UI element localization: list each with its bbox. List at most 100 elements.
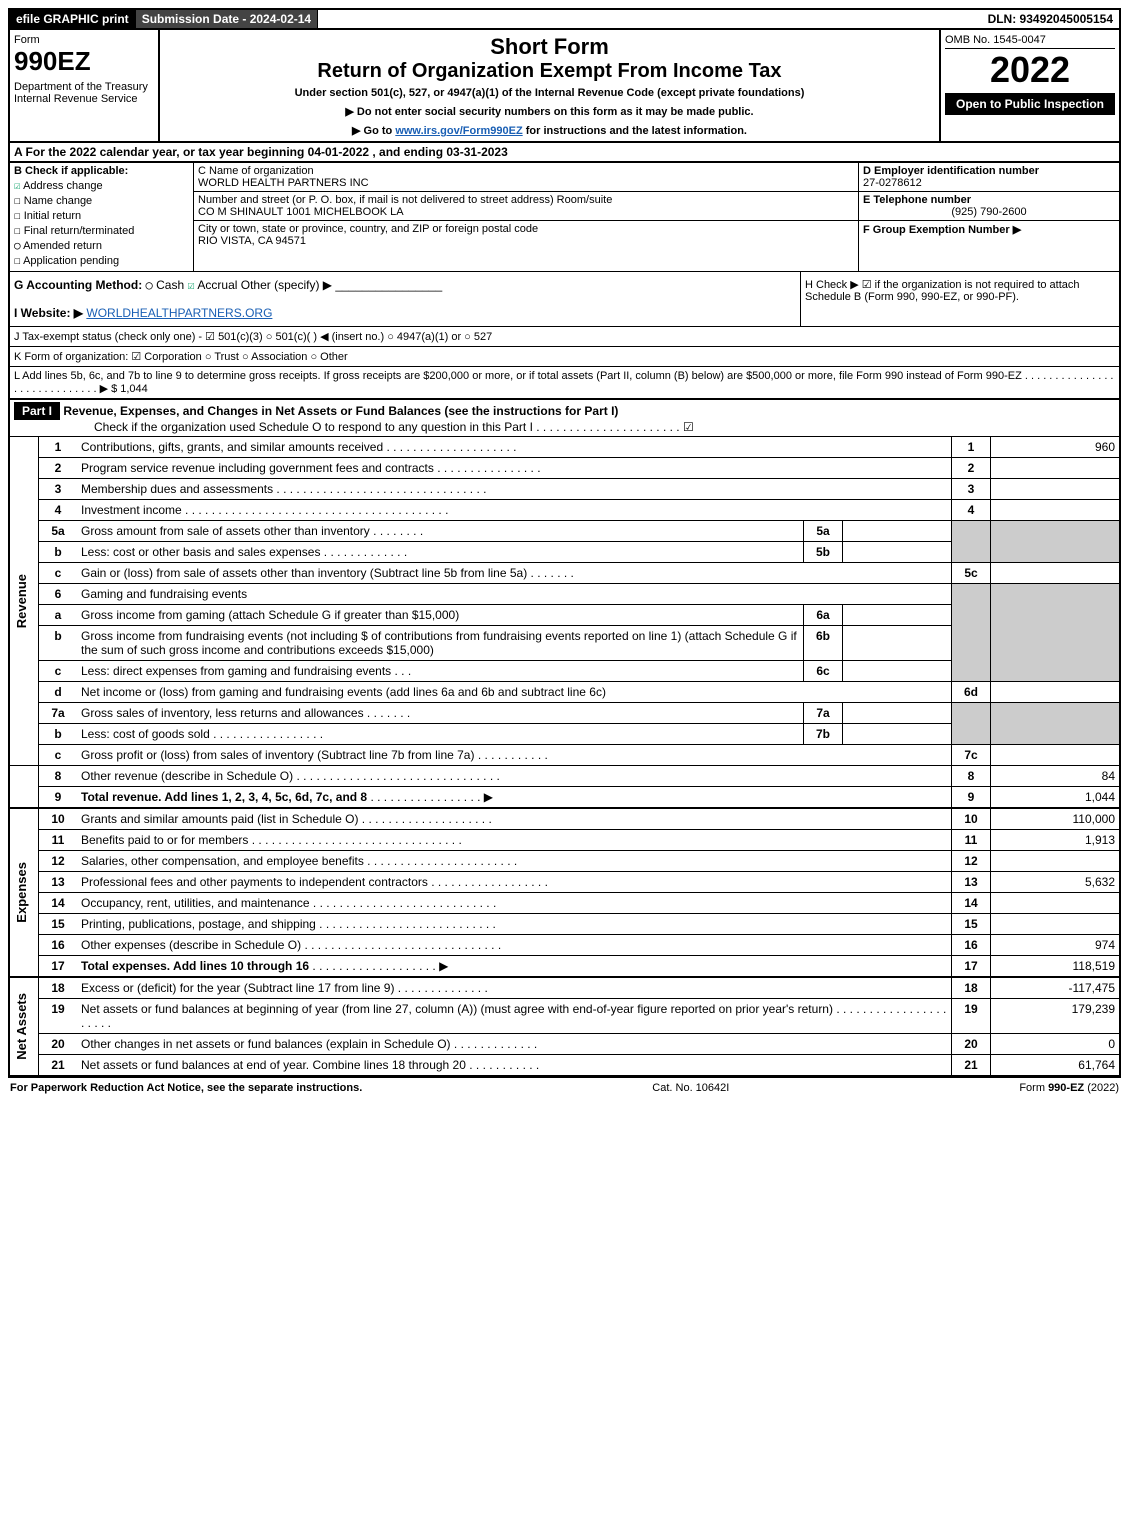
street-label: Number and street (or P. O. box, if mail… (198, 194, 612, 206)
i-label: I Website: ▶ (14, 306, 83, 320)
d-label: D Employer identification number (863, 165, 1039, 177)
form-header: Form 990EZ Department of the Treasury In… (8, 30, 1121, 143)
side-expenses: Expenses (9, 808, 39, 977)
tax-year: 2022 (945, 49, 1115, 91)
entity-right: D Employer identification number 27-0278… (858, 163, 1119, 271)
section-g: G Accounting Method: Cash Accrual Other … (10, 272, 801, 326)
subamt-5a (843, 521, 952, 542)
lines-table: Revenue 1 Contributions, gifts, grants, … (8, 437, 1121, 1076)
part1-title: Revenue, Expenses, and Changes in Net As… (63, 404, 618, 418)
amt-20: 0 (991, 1034, 1121, 1055)
chk-name-change[interactable]: Name change (14, 194, 189, 207)
footer-left: For Paperwork Reduction Act Notice, see … (10, 1082, 362, 1094)
ein-cell: D Employer identification number 27-0278… (859, 163, 1119, 192)
section-b-title: B Check if applicable: (14, 165, 189, 177)
return-title: Return of Organization Exempt From Incom… (164, 60, 935, 83)
g-accrual-radio[interactable] (187, 278, 194, 292)
street-cell: Number and street (or P. O. box, if mail… (194, 192, 858, 221)
ein-value: 27-0278612 (863, 177, 922, 189)
g-label: G Accounting Method: (14, 278, 142, 292)
chk-application-pending[interactable]: Application pending (14, 254, 189, 267)
header-left: Form 990EZ Department of the Treasury In… (10, 30, 160, 141)
amt-7c (991, 745, 1121, 766)
amt-8: 84 (991, 766, 1121, 787)
phone-cell: E Telephone number (925) 790-2600 (859, 192, 1119, 221)
entity-center: C Name of organization WORLD HEALTH PART… (194, 163, 858, 271)
amt-2 (991, 458, 1121, 479)
city-cell: City or town, state or province, country… (194, 221, 858, 249)
amt-5c (991, 563, 1121, 584)
section-j: J Tax-exempt status (check only one) - ☑… (8, 327, 1121, 347)
short-form-title: Short Form (164, 34, 935, 60)
amt-19: 179,239 (991, 999, 1121, 1034)
org-name-cell: C Name of organization WORLD HEALTH PART… (194, 163, 858, 192)
amt-18: -117,475 (991, 977, 1121, 999)
section-h: H Check ▶ ☑ if the organization is not r… (801, 272, 1119, 326)
side-revenue: Revenue (9, 437, 39, 766)
form-label: Form (14, 34, 154, 46)
subamt-7a (843, 703, 952, 724)
amt-17: 118,519 (991, 956, 1121, 978)
dln-label: DLN: 93492045005154 (982, 10, 1119, 28)
form-number: 990EZ (14, 46, 154, 77)
subamt-7b (843, 724, 952, 745)
chk-amended-return[interactable]: Amended return (14, 239, 189, 252)
efile-label[interactable]: efile GRAPHIC print (10, 10, 136, 28)
chk-final-return[interactable]: Final return/terminated (14, 224, 189, 237)
g-cash-radio[interactable] (146, 278, 153, 292)
amt-1: 960 (991, 437, 1121, 458)
g-other: Other (specify) ▶ (241, 278, 332, 292)
gh-row: G Accounting Method: Cash Accrual Other … (8, 271, 1121, 327)
amt-21: 61,764 (991, 1055, 1121, 1076)
city-label: City or town, state or province, country… (198, 223, 538, 235)
subamt-6b (843, 626, 952, 661)
header-center: Short Form Return of Organization Exempt… (160, 30, 941, 141)
subamt-6a (843, 605, 952, 626)
submission-date: Submission Date - 2024-02-14 (136, 10, 318, 28)
e-label: E Telephone number (863, 194, 971, 206)
irs-link[interactable]: www.irs.gov/Form990EZ (395, 125, 522, 137)
part1-check-note: Check if the organization used Schedule … (94, 420, 694, 434)
footer-center: Cat. No. 10642I (652, 1082, 729, 1094)
phone-value: (925) 790-2600 (863, 206, 1115, 218)
c-label: C Name of organization (198, 165, 314, 177)
subamt-6c (843, 661, 952, 682)
omb-number: OMB No. 1545-0047 (945, 34, 1115, 49)
under-section: Under section 501(c), 527, or 4947(a)(1)… (164, 87, 935, 99)
side-net-assets: Net Assets (9, 977, 39, 1076)
amt-16: 974 (991, 935, 1121, 956)
street-value: CO M SHINAULT 1001 MICHELBOOK LA (198, 206, 404, 218)
footer-right: Form 990-EZ (2022) (1019, 1082, 1119, 1094)
amt-6d (991, 682, 1121, 703)
city-value: RIO VISTA, CA 94571 (198, 235, 306, 247)
amt-13: 5,632 (991, 872, 1121, 893)
section-a: A For the 2022 calendar year, or tax yea… (8, 143, 1121, 163)
top-bar: efile GRAPHIC print Submission Date - 20… (8, 8, 1121, 30)
org-name: WORLD HEALTH PARTNERS INC (198, 177, 369, 189)
amt-15 (991, 914, 1121, 935)
section-k: K Form of organization: ☑ Corporation ○ … (8, 347, 1121, 367)
entity-block: B Check if applicable: Address change Na… (8, 163, 1121, 271)
section-l: L Add lines 5b, 6c, and 7b to line 9 to … (8, 367, 1121, 400)
dept-label: Department of the Treasury Internal Reve… (14, 81, 154, 105)
amt-10: 110,000 (991, 808, 1121, 830)
goto-instructions: ▶ Go to www.irs.gov/Form990EZ for instru… (164, 124, 935, 137)
section-b: B Check if applicable: Address change Na… (10, 163, 194, 271)
amt-4 (991, 500, 1121, 521)
group-exemption-cell: F Group Exemption Number ▶ (859, 221, 1119, 238)
chk-initial-return[interactable]: Initial return (14, 209, 189, 222)
header-right: OMB No. 1545-0047 2022 Open to Public In… (941, 30, 1119, 141)
website-link[interactable]: WORLDHEALTHPARTNERS.ORG (86, 306, 272, 320)
part1-header-row: Part I Revenue, Expenses, and Changes in… (8, 400, 1121, 437)
f-label: F Group Exemption Number ▶ (863, 224, 1021, 236)
amt-14 (991, 893, 1121, 914)
amt-3 (991, 479, 1121, 500)
open-to-public: Open to Public Inspection (945, 93, 1115, 115)
amt-11: 1,913 (991, 830, 1121, 851)
amt-12 (991, 851, 1121, 872)
part1-label: Part I (14, 402, 60, 420)
chk-address-change[interactable]: Address change (14, 179, 189, 192)
top-spacer (318, 10, 981, 28)
subamt-5b (843, 542, 952, 563)
amt-9: 1,044 (991, 787, 1121, 809)
